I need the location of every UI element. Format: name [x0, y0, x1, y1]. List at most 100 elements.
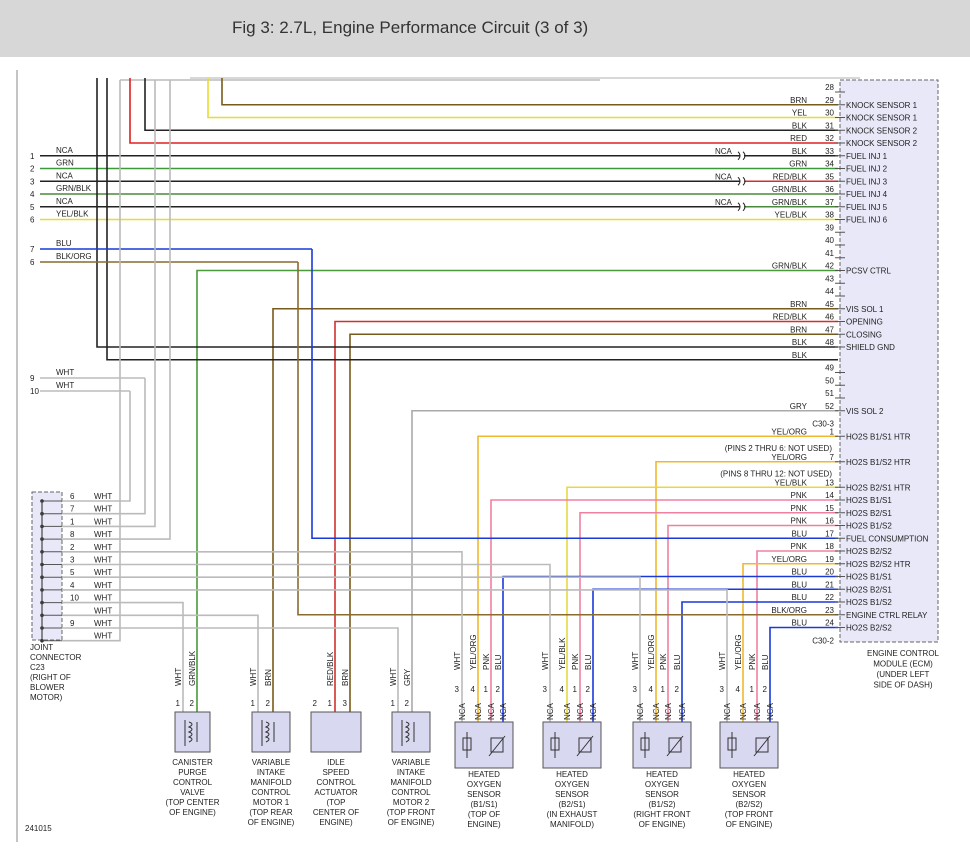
wire-color-label: WHT	[94, 581, 112, 590]
component-pin: 1	[328, 699, 333, 708]
page-title: Fig 3: 2.7L, Engine Performance Circuit …	[232, 18, 588, 37]
wire-color-label: GRN	[789, 160, 807, 169]
component-label: HEATED	[468, 770, 500, 779]
wire-color-label: BLK/ORG	[771, 606, 807, 615]
wire-color-label: BLU	[584, 654, 593, 670]
wire-color-label: YEL/ORG	[647, 634, 656, 670]
splice	[737, 202, 746, 212]
terminal-label: NCA	[474, 702, 483, 720]
wire-color-label: GRN/BLK	[56, 184, 92, 193]
header-band	[0, 0, 970, 57]
wire-color-label: YEL/BLK	[775, 211, 808, 220]
ecm-pin: 22	[825, 593, 834, 602]
component-label: CONTROL	[251, 788, 291, 797]
c23-pin: 9	[70, 619, 75, 628]
left-pin: 4	[30, 190, 35, 199]
component-label: OF ENGINE)	[169, 808, 216, 817]
wire-color-label: YEL/ORG	[771, 555, 807, 564]
connector-id: C30-3	[812, 420, 834, 429]
terminal-label: NCA	[636, 702, 645, 720]
wire-color-label: YEL/ORG	[469, 634, 478, 670]
wire-color-label: PNK	[791, 504, 808, 513]
terminal-label: NCA	[678, 702, 687, 720]
wire	[62, 589, 728, 722]
component-label: SENSOR	[645, 790, 679, 799]
c23-pin: 7	[70, 505, 75, 514]
component-label: MOTOR 2	[393, 798, 430, 807]
ecm-pin: 28	[825, 83, 834, 92]
component-pin: 2	[266, 699, 271, 708]
component-label: HEATED	[646, 770, 678, 779]
wire-color-label: YEL/ORG	[734, 634, 743, 670]
ecm-box	[839, 79, 939, 643]
component-label: (B2/S2)	[735, 800, 762, 809]
ecm-pin: 37	[825, 198, 834, 207]
component-pin: 2	[496, 685, 501, 694]
wire	[62, 80, 171, 540]
ecm-pin: 40	[825, 236, 834, 245]
component-label: SENSOR	[555, 790, 589, 799]
wire-color-label: WHT	[174, 668, 183, 686]
heater-symbol	[727, 732, 737, 758]
ecm-pin: 1	[830, 427, 835, 436]
ecm-pin: 34	[825, 160, 834, 169]
ecm-pin: 46	[825, 313, 834, 322]
ecm-function: OPENING	[846, 318, 883, 327]
ecm-function: FUEL INJ 1	[846, 152, 888, 161]
left-pin: 6	[30, 258, 35, 267]
component-label: ACTUATOR	[314, 788, 357, 797]
wire	[769, 626, 838, 722]
component-label: MOTOR 1	[253, 798, 290, 807]
component-pin: 3	[720, 685, 725, 694]
coil-symbol	[401, 720, 415, 746]
ecm-pin: 48	[825, 338, 834, 347]
wire	[502, 575, 838, 722]
component-pin: 2	[313, 699, 318, 708]
ecm-pin: 50	[825, 376, 834, 385]
component-label: (IN EXHAUST	[547, 810, 598, 819]
pin-note: (PINS 2 THRU 6: NOT USED)	[725, 444, 833, 453]
wire-color-label: YEL/ORG	[771, 453, 807, 462]
component-label: OXYGEN	[467, 780, 501, 789]
component-pin: 2	[763, 685, 768, 694]
wire-color-label: WHT	[94, 632, 112, 641]
c23-label: BLOWER	[30, 683, 65, 692]
wire	[207, 78, 838, 119]
ecm-label: SIDE OF DASH)	[873, 681, 932, 690]
wire-color-label: GRY	[790, 402, 808, 411]
ecm-function: ENGINE CTRL RELAY	[846, 611, 928, 620]
pin-note: (PINS 8 THRU 12: NOT USED)	[720, 470, 832, 479]
left-pin: 10	[30, 387, 39, 396]
ecm-function: KNOCK SENSOR 2	[846, 126, 918, 135]
left-pin: 9	[30, 374, 35, 383]
component-label: (B1/S1)	[470, 800, 497, 809]
component-label: (TOP FRONT	[387, 808, 436, 817]
wire-color-label: WHT	[94, 594, 112, 603]
wire-color-label: BLK	[792, 121, 808, 130]
component-label: OF ENGINE)	[639, 820, 686, 829]
component-pin: 4	[471, 685, 476, 694]
ecm-pin: 45	[825, 300, 834, 309]
wire	[62, 563, 551, 722]
ecm-pin: 31	[825, 121, 834, 130]
wire-color-label: BLU	[494, 654, 503, 670]
wire	[62, 576, 641, 722]
wire-color-label: BLK	[792, 338, 808, 347]
component-pin: 1	[484, 685, 489, 694]
wire	[490, 499, 838, 722]
wire-color-label: YEL/BLK	[56, 210, 89, 219]
component-label: OXYGEN	[645, 780, 679, 789]
wire-color-label: RED/BLK	[326, 651, 335, 686]
wire-color-label: NCA	[56, 146, 74, 155]
component-label: MANIFOLD)	[550, 820, 594, 829]
wire-color-label: WHT	[56, 368, 74, 377]
terminal-label: NCA	[576, 702, 585, 720]
wire	[106, 78, 838, 361]
ecm-label: MODULE (ECM)	[873, 660, 933, 669]
wire-color-label: WHT	[94, 568, 112, 577]
ecm-function: KNOCK SENSOR 2	[846, 139, 918, 148]
wire-color-label: WHT	[453, 652, 462, 670]
c23-pin: 10	[70, 594, 79, 603]
ecm-pin: 29	[825, 96, 834, 105]
wire	[62, 550, 463, 722]
